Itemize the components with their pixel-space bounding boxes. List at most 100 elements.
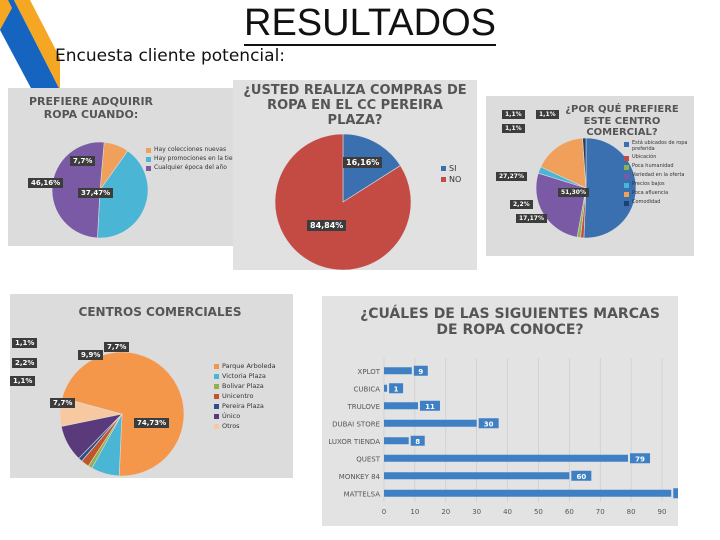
y-tick-label: QUEST [356,455,380,463]
data-label: 74,73% [134,418,170,428]
chart-legend: SI NO [441,164,475,186]
legend-label: Unicentro [222,392,254,400]
legend-swatch [146,157,151,162]
y-tick-label: MONKEY 84 [339,473,381,481]
legend-label: Único [222,412,241,420]
legend-item: Variedad en la oferta [624,172,692,179]
pie-slice [582,137,587,189]
legend-label: Ubicación [632,154,657,160]
legend-swatch [624,174,629,179]
pie-slice [342,133,401,203]
legend-label: Comodidad [632,199,661,205]
legend-swatch [214,424,219,429]
legend-label: Pereira Plaza [222,402,264,410]
legend-item: Poca afluencia [624,190,692,197]
legend-swatch [214,374,219,379]
data-label: 2,2% [510,200,533,209]
legend-item: Poca humanidad [624,163,692,170]
legend-item: Único [214,412,292,420]
data-label: 46,16% [28,178,64,188]
pie-slice [61,351,185,477]
legend-swatch [214,414,219,419]
legend-swatch [441,166,446,171]
y-tick-label: DUBAI STORE [332,420,380,428]
chart-panel-centros: CENTROS COMERCIALES Parque Arboleda Victo… [10,294,293,478]
legend-label: Parque Arboleda [222,362,276,370]
legend-item: Otros [214,422,292,430]
legend-label: Está ubicados de ropa preferida [632,140,688,152]
legend-item: Parque Arboleda [214,362,292,370]
data-label: 16,16% [343,157,383,168]
x-tick-label: 90 [658,508,667,516]
data-label: 7,7% [50,398,76,408]
data-label-bg [630,453,651,464]
x-tick-label: 0 [382,508,386,516]
data-label: 27,27% [496,172,527,181]
y-tick-label: TRULOVE [346,403,380,411]
data-label: 79 [635,455,645,463]
legend-swatch [146,166,151,171]
chart-legend: Está ubicados de ropa preferida Ubicación… [624,140,692,208]
legend-label: Variedad en la oferta [632,172,685,178]
chart-panel-compras: ¿USTED REALIZA COMPRAS DE ROPA EN EL CC … [233,80,477,270]
y-tick-label: CUBICA [353,385,380,393]
legend-item: Hay colecciones nuevas [146,146,251,153]
bar-chart: 0 10 20 30 40 50 60 70 80 90 XPLOT 9 CUBICA 1 TRULOVE 1… [328,358,678,516]
chart-legend: Hay colecciones nuevas Hay promociones en… [146,146,251,173]
orange-band-2 [14,0,60,90]
data-label: 51,30% [558,188,589,197]
data-label: 7,7% [104,342,130,352]
bar [384,489,672,497]
pie-slice [97,150,149,239]
y-tick-label: LUXOR TIENDA [328,438,380,446]
legend-item: Precios bajos [624,181,692,188]
legend-label: Poca humanidad [632,163,674,169]
legend-label: Bolivar Plaza [222,382,264,390]
legend-item: Cualquier época del año [146,164,251,171]
legend-item: Hay promociones en la tienda [146,155,251,162]
data-label: 37,47% [78,188,114,198]
pie-slice [540,137,587,189]
legend-swatch [146,148,151,153]
pie-slice [583,137,637,239]
legend-item: Bolivar Plaza [214,382,292,390]
page-title-text: RESULTADOS [244,2,496,46]
legend-swatch [624,165,629,170]
legend-swatch [624,192,629,197]
bar [384,402,418,410]
legend-swatch [214,364,219,369]
data-label-bg [478,418,499,429]
bar [384,454,629,462]
pie-chart [59,351,185,477]
data-label: 17,17% [516,214,547,223]
chart-panel-prefiere: PREFIERE ADQUIRIR ROPA CUANDO: Hay colec… [8,88,254,246]
chart-title: ¿POR QUÉ PREFIERE ESTE CENTRO COMERCIAL? [565,104,679,138]
data-label-bg [410,435,425,446]
orange-band [0,0,12,30]
chart-title: PREFIERE ADQUIRIR ROPA CUANDO: [28,95,154,121]
pie-chart [535,137,637,239]
legend-item: Unicentro [214,392,292,400]
x-tick-label: 70 [596,508,605,516]
pie-slice [274,133,412,270]
legend-label: Otros [222,422,240,430]
legend-item: Pereira Plaza [214,402,292,410]
chart-title: ¿CUÁLES DE LAS SIGUIENTES MARCAS DE ROPA… [360,306,660,339]
bar [384,437,409,445]
data-label: 7,7% [70,156,96,166]
legend-item: NO [441,175,475,184]
chart-legend: Parque Arboleda Victoria Plaza Bolivar Pla… [214,362,292,432]
data-label-bg [419,400,440,411]
data-label-bg [571,470,592,481]
bar [384,384,388,392]
legend-label: Hay colecciones nuevas [154,146,227,153]
data-label: 2,2% [12,358,38,368]
legend-label: Cualquier época del año [154,164,227,171]
chart-title: CENTROS COMERCIALES [78,305,242,319]
legend-label: Victoria Plaza [222,372,266,380]
data-label-bg [389,383,404,394]
legend-swatch [441,177,446,182]
x-tick-label: 10 [410,508,419,516]
chart-title: ¿USTED REALIZA COMPRAS DE ROPA EN EL CC … [243,83,467,128]
data-label: 1,1% [502,124,525,133]
